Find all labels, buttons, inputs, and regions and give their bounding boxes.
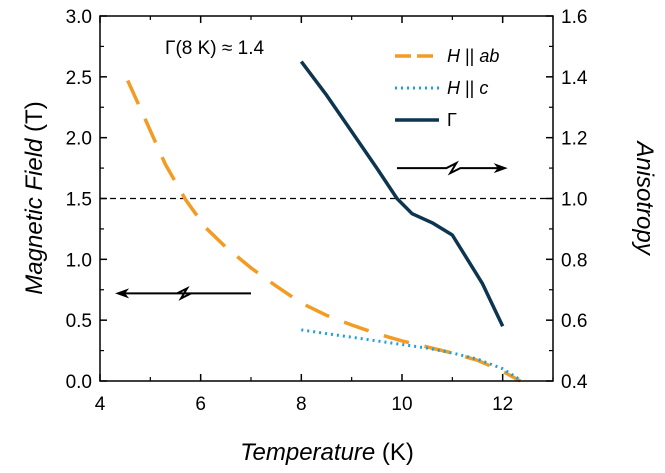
right-y-tick-label: 1.2 <box>561 129 587 150</box>
data-lines <box>100 60 553 383</box>
right-y-tick-label: 1.6 <box>561 7 587 28</box>
legend: H || ab H || c Γ <box>395 46 499 130</box>
right-y-tick-label: 0.4 <box>561 372 588 393</box>
arrow-left <box>125 285 251 301</box>
right-y-tick-label: 0.6 <box>561 311 587 332</box>
right-y-tick-label: 1.4 <box>561 68 588 89</box>
left-y-tick-label: 0.5 <box>66 311 92 332</box>
left-y-tick-label: 0.0 <box>66 372 92 393</box>
right-y-tick-label: 1.0 <box>561 190 587 211</box>
x-tick-label: 8 <box>296 394 307 415</box>
left-y-tick-label: 2.5 <box>66 68 92 89</box>
x-tick-label: 10 <box>391 394 412 415</box>
left-y-tick-label: 2.0 <box>66 129 92 150</box>
left-y-tick-label: 3.0 <box>66 7 92 28</box>
x-tick-label: 4 <box>95 394 106 415</box>
left-y-axis-label: Magnetic Field (T) <box>21 101 48 294</box>
left-y-tick-label: 1.0 <box>66 250 92 271</box>
arrow-head-right <box>493 163 508 174</box>
series-line-hc <box>301 328 522 382</box>
legend-label-hab: H || ab <box>447 46 499 66</box>
legend-label-gamma: Γ <box>447 110 457 130</box>
right-y-axis-label: Anisotropy <box>631 139 658 256</box>
legend-label-hc: H || c <box>447 78 488 98</box>
annotation-gamma-8k: Γ(8 K) ≈ 1.4 <box>165 38 264 59</box>
axes: 4 6 8 10 12 0.0 0.5 1.0 1.5 2.0 2.5 3.0 0.4 0.6 0.8 1.0… <box>66 7 588 415</box>
x-axis-label: Temperature (K) <box>240 439 414 466</box>
arrow-head-left <box>115 288 130 299</box>
series-line-hab <box>126 79 522 383</box>
x-tick-label: 12 <box>492 394 513 415</box>
series-line-gamma <box>299 60 505 328</box>
right-y-tick-label: 0.8 <box>561 250 587 271</box>
left-y-tick-label: 1.5 <box>66 190 92 211</box>
x-tick-label: 6 <box>195 394 206 415</box>
arrow-right <box>396 160 498 176</box>
